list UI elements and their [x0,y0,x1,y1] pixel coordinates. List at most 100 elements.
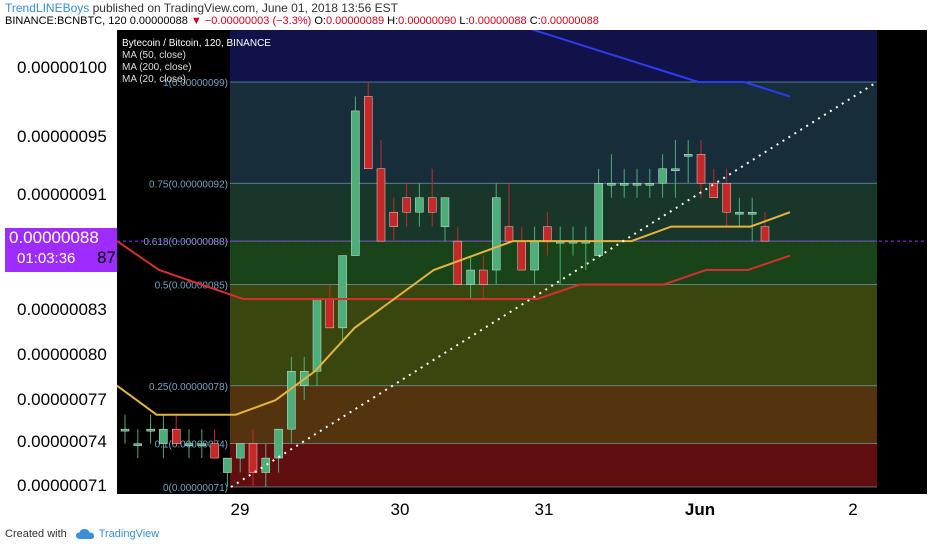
symbol-label: BINANCE:BCNBTC, 120 [5,15,127,27]
candle-body [645,183,654,186]
price-tick-label: 0.00000077 [17,390,107,409]
candle-body [632,183,642,186]
price-tick-label: 0.00000080 [17,345,107,364]
candle-body [261,457,270,473]
price-tick-label: 0.00000091 [17,185,107,204]
candle-body [133,443,143,446]
candle-body [325,298,334,329]
fib-level-label-0: 0(0.00000071) [163,483,228,494]
publish-header: TrendLINEBoys published on TradingView.c… [5,1,398,15]
footer: Created with TradingView [5,528,159,540]
candle-body [120,428,130,432]
ma200-line [530,30,791,98]
fib-level-label-0.25: 0.25(0.00000078) [149,382,228,393]
partial-tick-label: 87 [97,248,116,267]
published-text: published on TradingView.com, June 01, 2… [92,1,398,15]
open-value: 0.00000089 [325,15,385,27]
tradingview-brand[interactable]: TradingView [98,528,160,540]
fib-zone-0.5 [230,241,877,285]
candle-body [248,443,258,473]
legend-ma200[interactable]: MA (200, close) [122,62,192,73]
legend-title: Bytecoin / Bitcoin, 120, BINANCE [122,38,271,49]
candle-body [312,298,322,372]
fib-level-label-1: 1(0.00000099) [163,78,228,89]
last-price: 0.00000088 [129,15,188,27]
candle-body [351,110,360,256]
candle-body [287,371,296,430]
symbol-line: BINANCE:BCNBTC, 120 0.00000088 ▼ −0.0000… [5,15,599,27]
down-arrow-icon: ▼ [190,15,202,27]
price-plot[interactable]: 0(0.00000071)0.1(0.00000074)0.25(0.00000… [5,30,927,525]
candle-body [735,211,744,215]
candle-body [159,428,168,444]
price-axis[interactable]: 0.000001000.000000950.000000910.00000087… [5,30,117,525]
bar-countdown: 01:03:36 [17,250,76,267]
candle-body [722,183,731,213]
price-tick-label: 0.00000095 [17,127,107,146]
fib-zone-0.1 [230,385,877,444]
candle-body [171,428,181,444]
price-tick-label: 0.00000083 [17,300,107,319]
time-tick-label: 30 [390,500,410,519]
candle-body [684,154,693,157]
current-price-badge: 0.00000088 01:03:36 87 [5,228,117,272]
candle-body [376,168,386,242]
legend-ma20[interactable]: MA (20, close) [122,74,186,85]
candle-body [709,183,718,198]
candle-body [479,269,488,285]
candle-body [235,443,245,459]
ma20-line [116,211,791,416]
candle-body [517,240,526,271]
author-link[interactable]: TrendLINEBoys [5,1,90,15]
tradingview-cloud-icon [75,529,94,540]
candle-body [146,428,155,432]
fib-level-label-0.75: 0.75(0.00000092) [149,179,228,190]
candle-body [543,226,552,242]
candle-body [466,269,475,285]
candle-body [530,240,539,271]
candle-body [748,211,757,215]
close-value: 0.00000088 [540,15,599,27]
fib-zone-0.618 [230,183,877,242]
ma50-line [116,240,791,300]
price-tick-label: 0.00000071 [17,476,107,495]
candle-body [197,443,207,446]
candle-body [184,443,194,446]
change-value: −0.00000003 (−3.3%) [204,15,312,27]
high-label: H: [387,15,399,27]
candle-body [364,96,373,169]
time-tick-label: 29 [230,500,250,519]
legend-ma50[interactable]: MA (50, close) [122,50,186,61]
candle-body [671,168,680,171]
low-label: L: [459,15,469,27]
candle-body [696,154,706,184]
candle-body [492,197,501,271]
chart-area[interactable]: 0(0.00000071)0.1(0.00000074)0.25(0.00000… [5,30,927,525]
candle-body [428,197,437,213]
fib-upper-zone [230,30,877,82]
low-value: 0.00000088 [468,15,527,27]
dotted-trendline [230,81,878,488]
fib-level-label-0.618: 0.618(0.00000088) [143,237,228,248]
fib-zone-0.25 [230,284,877,386]
candle-body [658,168,667,184]
close-label: C: [529,15,541,27]
candle-body [607,183,616,186]
candle-body [210,443,219,459]
fib-level-label-0.5: 0.5(0.00000085) [155,281,228,292]
created-with-label: Created with [5,528,67,540]
fib-zone-0.75 [230,82,877,184]
candle-body [389,211,398,227]
time-tick-label: 31 [534,500,554,519]
candle-body [594,183,603,256]
time-tick-label: 2 [848,500,858,519]
price-tick-label: 0.00000074 [17,432,107,451]
fib-zone-0 [230,443,877,487]
time-axis[interactable]: 29 30 31 Jun 2 [117,494,927,525]
chart-legend: Bytecoin / Bitcoin, 120, BINANCE MA (50,… [122,38,271,86]
candle-body [504,226,514,242]
candle-body [440,197,450,227]
price-tick-label: 0.00000100 [17,58,107,77]
current-price: 0.00000088 [9,228,99,247]
candle-body [620,183,629,186]
